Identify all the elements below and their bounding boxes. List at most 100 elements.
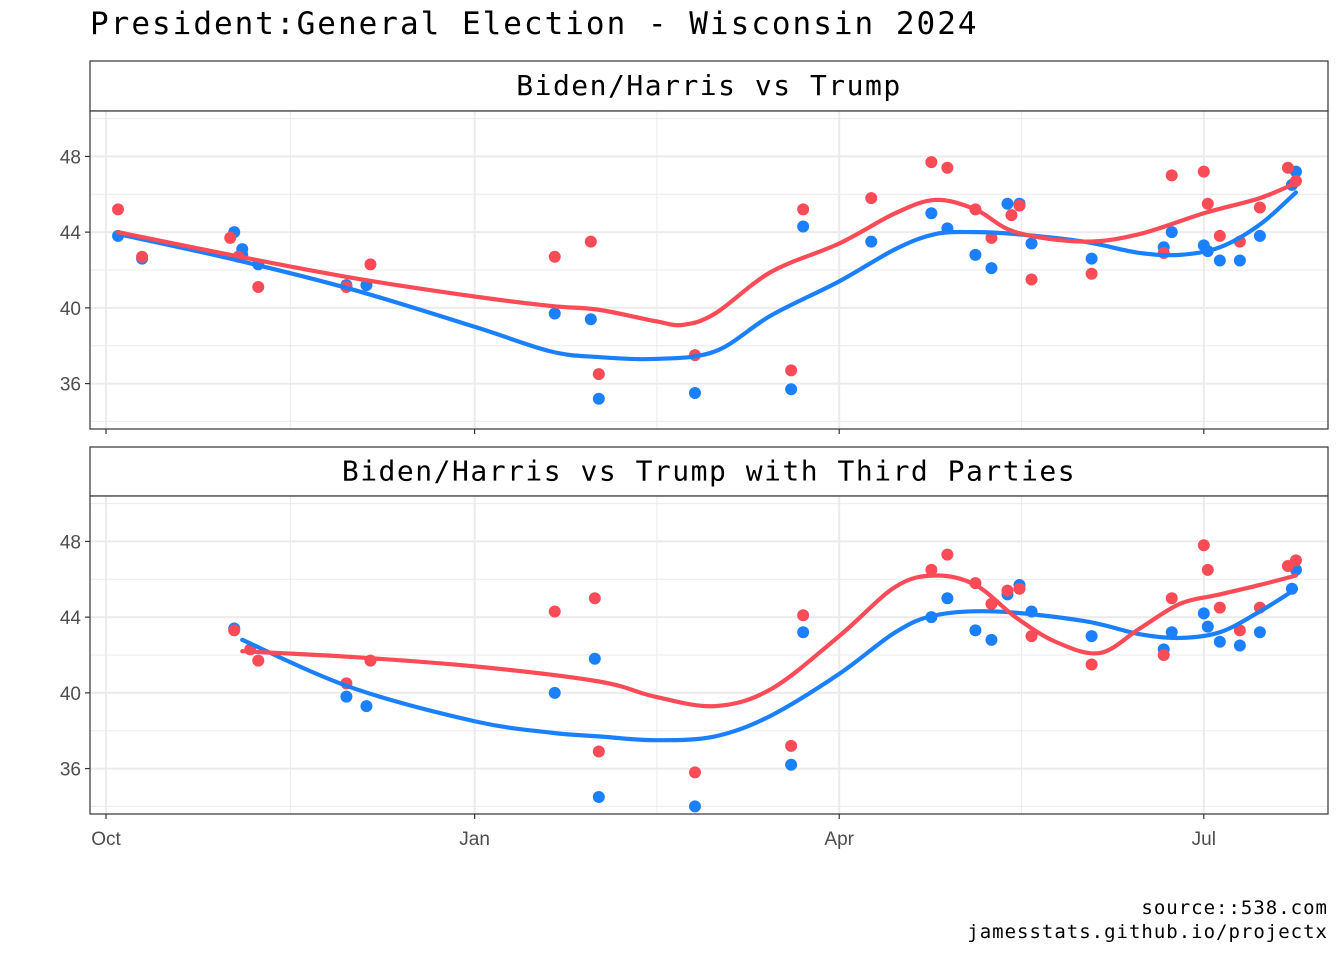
page-title: President:General Election - Wisconsin 2…: [90, 6, 979, 42]
trump-poll-point: [941, 161, 954, 174]
trump-poll-point: [925, 156, 938, 169]
facet-title: Biden/Harris vs Trump with Third Parties: [342, 455, 1076, 488]
source-line-2: jamesstats.github.io/projectx: [967, 921, 1328, 943]
trump-poll-point: [865, 192, 878, 205]
panel-2: Biden/Harris vs Trump with Third Parties…: [60, 446, 1329, 850]
trump-poll-point: [1289, 554, 1302, 567]
trump-poll-point: [1213, 601, 1226, 614]
biden_harris-poll-point: [865, 235, 878, 248]
y-tick-label: 44: [60, 223, 82, 244]
biden_harris-poll-point: [1213, 635, 1226, 648]
x-tick-label: Jul: [1192, 829, 1216, 850]
panel-1: Biden/Harris vs Trump 36 40 44 48: [60, 60, 1329, 434]
biden_harris-poll-point: [588, 652, 601, 665]
trump-poll-point: [1013, 199, 1026, 212]
trump-poll-point: [1013, 582, 1026, 595]
trump-poll-point: [1233, 624, 1246, 637]
biden_harris-poll-point: [1201, 620, 1214, 633]
biden_harris-poll-point: [1025, 237, 1038, 250]
biden_harris-poll-point: [1233, 639, 1246, 652]
x-tick-label: Apr: [824, 829, 854, 850]
trump-poll-point: [1253, 201, 1266, 214]
facet-title: Biden/Harris vs Trump: [516, 69, 902, 102]
biden_harris-poll-point: [1085, 630, 1098, 643]
biden_harris-poll-point: [360, 700, 373, 713]
facet-strip: [89, 60, 1329, 112]
biden_harris-poll-point: [548, 686, 561, 699]
trump-poll-point: [1213, 229, 1226, 242]
trump-poll-point: [1005, 209, 1018, 222]
trump-poll-point: [1025, 630, 1038, 643]
trump-poll-point: [1165, 592, 1178, 605]
trump-poll-point: [224, 231, 237, 244]
source-line-1: source::538.com: [1141, 897, 1328, 919]
y-tick-label: 40: [60, 684, 81, 705]
trump-poll-point: [112, 203, 125, 216]
biden_harris-poll-point: [785, 758, 798, 771]
biden_harris-poll-point: [969, 248, 982, 261]
biden_harris-poll-point: [985, 633, 998, 646]
trump-poll-point: [1025, 273, 1038, 286]
plot-border: [89, 110, 1329, 430]
x-tick-label: Jan: [459, 829, 490, 850]
trump-poll-point: [1157, 649, 1170, 661]
trump-trend-line: [240, 573, 1299, 709]
trump-poll-point: [364, 258, 377, 271]
trump-poll-point: [1197, 539, 1210, 552]
trump-poll-point: [797, 609, 810, 622]
biden_harris-poll-point: [1253, 229, 1266, 242]
biden_harris-poll-point: [688, 387, 701, 400]
trump-poll-point: [592, 368, 605, 381]
biden_harris-poll-point: [1233, 254, 1246, 267]
biden_harris-poll-point: [1001, 197, 1014, 210]
trump-poll-point: [785, 739, 798, 752]
biden_harris-poll-point: [592, 790, 605, 803]
biden_harris-poll-point: [1165, 626, 1178, 639]
biden_harris-poll-point: [785, 383, 798, 396]
trump-poll-point: [592, 745, 605, 758]
trump-poll-point: [1165, 169, 1178, 182]
plot-border: [89, 495, 1329, 815]
trump-poll-point: [797, 203, 810, 216]
trump-poll-point: [1201, 197, 1214, 210]
y-tick-label: 48: [60, 147, 81, 168]
trump-poll-point: [785, 364, 798, 377]
facet-strip: [89, 446, 1329, 497]
trump-poll-point: [548, 250, 561, 263]
source-credit: source::538.com jamesstats.github.io/pro…: [967, 896, 1328, 944]
biden_harris-poll-point: [584, 313, 597, 326]
x-tick-label: Oct: [91, 829, 121, 850]
biden_harris-poll-point: [548, 307, 561, 320]
biden_harris-poll-point: [941, 592, 954, 605]
trump-poll-point: [985, 231, 998, 244]
trump-poll-point: [925, 563, 938, 576]
trump-poll-point: [136, 250, 149, 263]
trump-poll-point: [941, 548, 954, 561]
biden_harris-poll-point: [969, 624, 982, 637]
biden_harris-poll-point: [340, 690, 353, 703]
trump-poll-point: [1085, 267, 1098, 280]
trump-poll-point: [228, 624, 241, 637]
y-tick-label: 44: [60, 608, 82, 629]
biden_harris-poll-point: [1213, 254, 1226, 267]
biden_harris-trend-line: [115, 190, 1299, 362]
trump-poll-point: [1001, 584, 1014, 597]
trump-poll-point: [1201, 563, 1214, 576]
trump-poll-point: [252, 281, 265, 294]
trump-poll-point: [1085, 658, 1098, 671]
trump-poll-point: [252, 654, 265, 667]
trump-poll-point: [688, 766, 701, 779]
biden_harris-poll-point: [688, 800, 701, 813]
biden_harris-poll-point: [1165, 226, 1178, 239]
biden_harris-trend-line: [240, 586, 1299, 743]
biden_harris-poll-point: [1197, 607, 1210, 620]
biden_harris-poll-point: [592, 392, 605, 405]
y-tick-label: 40: [60, 299, 81, 320]
y-tick-label: 36: [60, 760, 81, 781]
trump-poll-point: [588, 592, 601, 605]
trump-poll-point: [1281, 161, 1294, 174]
biden_harris-poll-point: [797, 626, 810, 639]
trump-poll-point: [1197, 165, 1210, 178]
trump-trend-line: [115, 180, 1299, 328]
